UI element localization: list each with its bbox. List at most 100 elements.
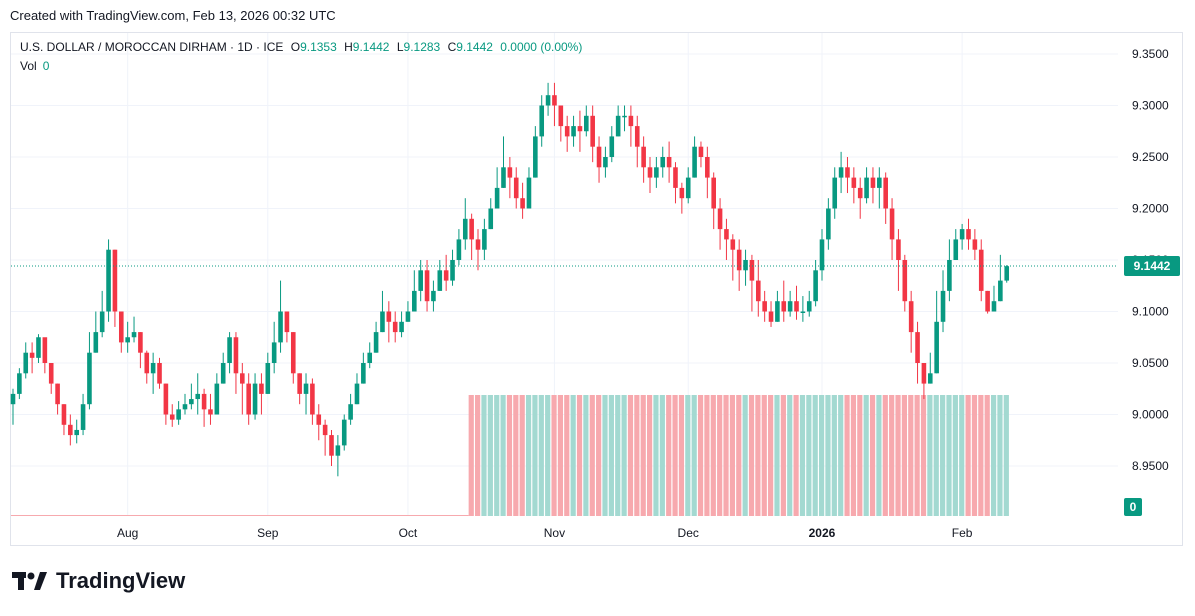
candle-body [654,167,659,178]
candle-body [787,301,793,312]
candle-body [947,260,952,291]
last-volume-label: 0 [1130,500,1137,514]
candle-body [1004,266,1010,281]
candle-body [940,290,946,322]
candle-body [246,383,251,415]
candle-body [195,393,201,400]
x-axis: Aug Sep Oct Nov Dec 2026 Feb [117,526,973,540]
volume-bar [997,395,1003,516]
candle-body [36,337,41,358]
candle-body [685,177,691,199]
candle-body [367,352,373,363]
volume-bar [576,395,583,516]
candle-body [488,208,494,230]
candles [10,82,1010,477]
candle-body [201,393,207,410]
candle-body [826,208,831,240]
volume-bar [621,395,627,516]
candle-body [335,445,341,456]
close-label: C [447,40,457,54]
x-tick-label: Dec [678,526,699,540]
candle-body [749,260,755,281]
volume-bar [990,395,997,516]
tradingview-logo[interactable]: TradingView [12,568,185,594]
candle-body [902,260,908,302]
candle-body [112,249,118,312]
volume-bar [487,395,493,516]
volume-bar [838,395,844,516]
candle-body [297,373,302,394]
volume-bar [653,395,659,516]
volume-bar [755,395,761,516]
candle-body [545,95,551,106]
candle-body [819,239,825,271]
candle-body [437,270,443,291]
candle-body [927,373,933,384]
candle-body [998,280,1003,302]
candlestick-chart[interactable]: 9.35009.30009.25009.20009.15009.10009.05… [0,0,1195,560]
candle-body [55,383,60,405]
candle-body [724,229,729,240]
candle-body [985,290,990,312]
candle-body [717,208,723,230]
open-label: O [290,40,301,54]
volume-bar [615,395,621,516]
candle-body [590,115,595,147]
candle-body [921,363,927,384]
candle-body [443,270,449,281]
candle-body [908,301,914,333]
candle-body [399,321,404,333]
candle-body [603,157,608,168]
volume-bar [818,395,825,516]
volume-bar [545,395,551,516]
volume-bar [723,395,729,516]
volume-bar [513,395,519,516]
x-tick-label: Feb [952,526,973,540]
candle-body [596,146,602,168]
candle-body [316,414,322,425]
volume-bar [532,395,538,516]
volume-bar [602,395,608,516]
volume-bar [914,395,920,516]
candle-body [431,290,436,302]
volume-bar [965,395,971,516]
open-value: 9.1353 [300,40,337,54]
candle-body [74,429,79,436]
tradingview-wordmark: TradingView [56,568,186,593]
volume-bar [761,395,767,516]
candle-body [61,404,67,425]
candle-body [265,363,271,394]
candle-body [705,157,710,178]
candle-body [513,177,519,199]
x-tick-label: Aug [117,526,138,540]
candle-body [80,404,86,430]
candle-body [564,126,570,137]
volume-bar [978,395,984,516]
candle-body [711,177,716,209]
candle-body [157,363,162,384]
candle-body [692,146,697,178]
legend: U.S. DOLLAR / MOROCCAN DIRHAM · 1D · ICE… [20,40,582,54]
volume-bar [570,395,576,516]
created-with-header: Created with TradingView.com, Feb 13, 20… [10,8,336,23]
volume-bar [863,395,869,516]
candle-body [380,311,385,333]
candle-body [17,373,22,394]
candle-body [29,352,35,358]
candle-body [290,332,296,374]
candle-body [208,409,213,415]
candle-body [838,167,844,178]
volume-bar [908,395,914,516]
volume-bar [691,395,697,516]
price-markers: 9.1442 0 [11,255,1180,516]
candle-body [775,301,780,322]
candle-body [896,239,901,260]
low-label: L [396,40,404,54]
volume-bar [557,395,564,516]
x-tick-label: Oct [399,526,418,540]
candle-body [118,311,124,343]
candle-body [469,218,474,240]
volume-bar [583,395,589,516]
y-tick-label: 9.3500 [1132,47,1169,61]
y-tick-label: 9.0500 [1132,356,1169,370]
